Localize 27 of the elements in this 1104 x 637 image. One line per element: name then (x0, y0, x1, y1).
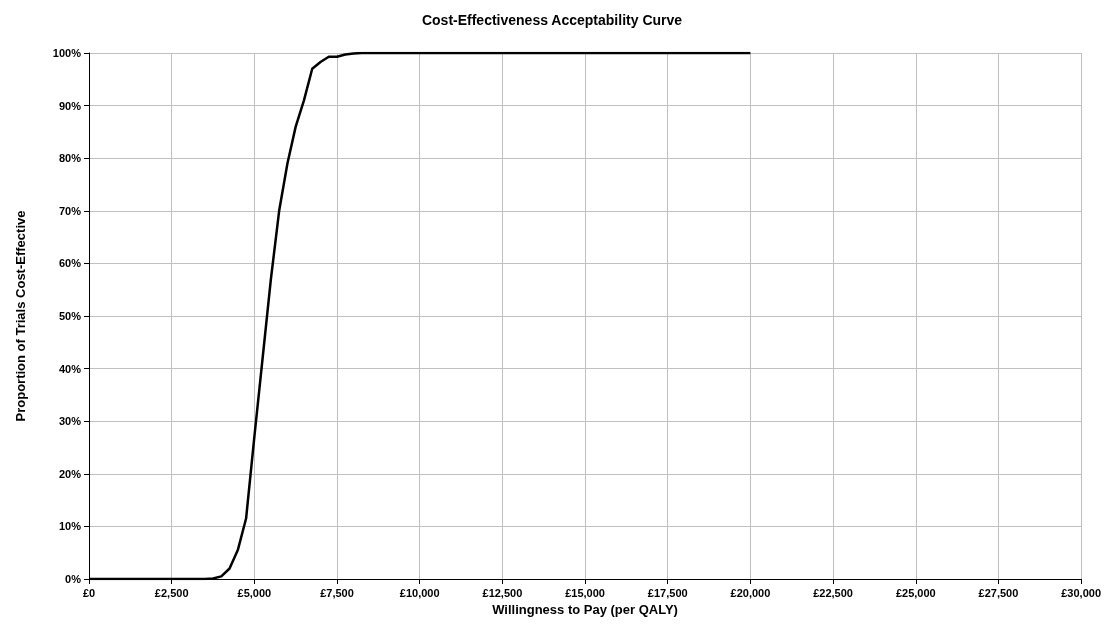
x-tick-label: £27,500 (978, 586, 1019, 599)
x-tick-label: £10,000 (399, 586, 440, 599)
x-tick-label: £25,000 (895, 586, 936, 599)
y-tick-label: 70% (58, 204, 82, 217)
x-tick-label: £22,500 (813, 586, 853, 599)
y-tick-label: 90% (58, 99, 82, 112)
x-tick-label: £15,000 (565, 586, 605, 599)
y-tick-label: 50% (58, 310, 82, 322)
y-tick-label: 20% (58, 467, 82, 480)
y-tick-label: 0% (65, 573, 82, 585)
y-tick-label: 80% (58, 152, 82, 165)
x-tick-label: £5,000 (237, 586, 272, 599)
x-tick-label: £12,500 (482, 586, 523, 599)
y-tick-label: 40% (58, 362, 82, 375)
x-tick-label: £17,500 (647, 586, 688, 599)
y-tick-label: 30% (58, 415, 82, 428)
x-tick-label: £30,000 (1061, 586, 1101, 599)
y-tick-label: 10% (58, 520, 82, 533)
x-tick-label: £7,500 (320, 586, 354, 599)
x-tick-label: £0 (82, 586, 96, 599)
y-tick-label: 100% (52, 47, 82, 59)
y-axis-title: Proportion of Trials Cost-Effective (13, 210, 28, 422)
y-tick-label: 60% (58, 257, 82, 270)
x-axis-title: Willingness to Pay (per QALY) (492, 601, 678, 617)
x-tick-label: £20,000 (730, 586, 771, 599)
x-tick-label: £2,500 (154, 586, 189, 599)
chart-title: Cost-Effectiveness Acceptability Curve (421, 12, 683, 28)
